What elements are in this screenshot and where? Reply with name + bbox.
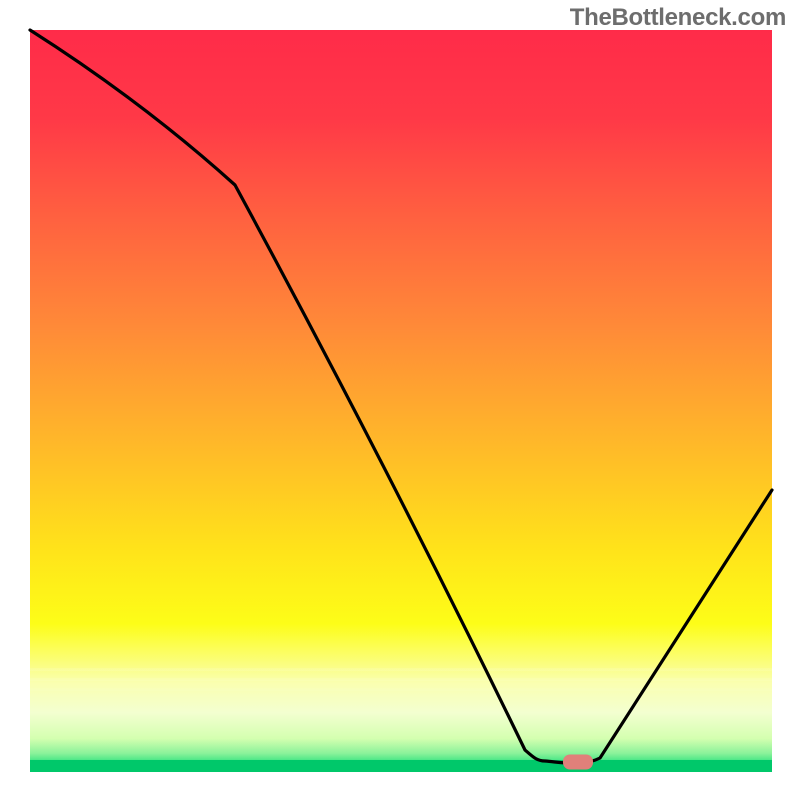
watermark-text: TheBottleneck.com bbox=[570, 4, 786, 32]
gradient-band bbox=[30, 678, 772, 681]
optimal-zone-stripe bbox=[30, 760, 772, 772]
gradient-band bbox=[30, 688, 772, 691]
chart-container: TheBottleneck.com bbox=[0, 0, 800, 800]
gradient-band bbox=[30, 668, 772, 671]
bottleneck-chart bbox=[0, 0, 800, 800]
optimal-point-marker bbox=[563, 755, 593, 770]
